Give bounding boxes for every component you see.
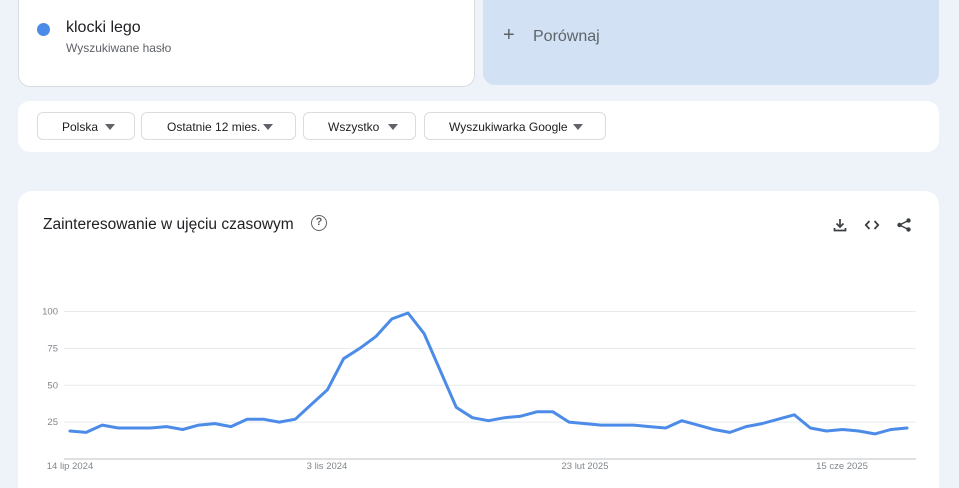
y-tick-label: 50 [47,380,58,391]
plus-icon: + [503,24,515,46]
term-color-dot [37,23,50,36]
interest-line-chart: 100 75 50 25 14 lip 2024 3 lis 2024 23 lut 202… [42,307,916,472]
filter-region[interactable]: Polska [37,112,135,140]
caret-down-icon [105,124,115,130]
term-subtitle: Wyszukiwane hasło [66,41,172,55]
series-line[interactable] [68,311,909,436]
compare-label: Porównaj [533,28,600,45]
caret-down-icon [388,124,398,130]
filter-category[interactable]: Wszystko [303,112,416,140]
share-icon[interactable] [896,217,912,233]
embed-icon[interactable] [864,217,880,233]
chart-title: Zainteresowanie w ujęciu czasowym [43,216,294,233]
caret-down-icon [263,124,273,130]
help-icon[interactable]: ? [311,215,327,231]
filter-category-label: Wszystko [328,120,380,134]
term-title[interactable]: klocki lego [66,19,141,36]
filter-time-label: Ostatnie 12 mies. [167,120,261,134]
caret-down-icon [573,124,583,130]
filter-search-type-label: Wyszukiwarka Google [449,120,568,134]
interest-over-time-card: Zainteresowanie w ujęciu czasowym ? 100 7… [18,191,939,488]
x-tick-label: 15 cze 2025 [816,461,868,472]
download-icon[interactable] [832,217,848,233]
filters-bar: Polska Ostatnie 12 mies. Wszystko Wyszuk… [18,101,939,152]
y-tick-label: 75 [47,343,58,354]
filter-search-type[interactable]: Wyszukiwarka Google [424,112,606,140]
x-tick-label: 3 lis 2024 [307,461,348,472]
filter-region-label: Polska [62,120,99,134]
x-tick-label: 23 lut 2025 [561,461,608,472]
y-tick-label: 25 [47,417,58,428]
compare-button[interactable]: + Porównaj [483,0,939,85]
filter-time-range[interactable]: Ostatnie 12 mies. [141,112,296,140]
search-term-card[interactable]: klocki lego Wyszukiwane hasło [18,0,475,87]
x-tick-label: 14 lip 2024 [47,461,93,472]
y-tick-label: 100 [42,307,58,318]
